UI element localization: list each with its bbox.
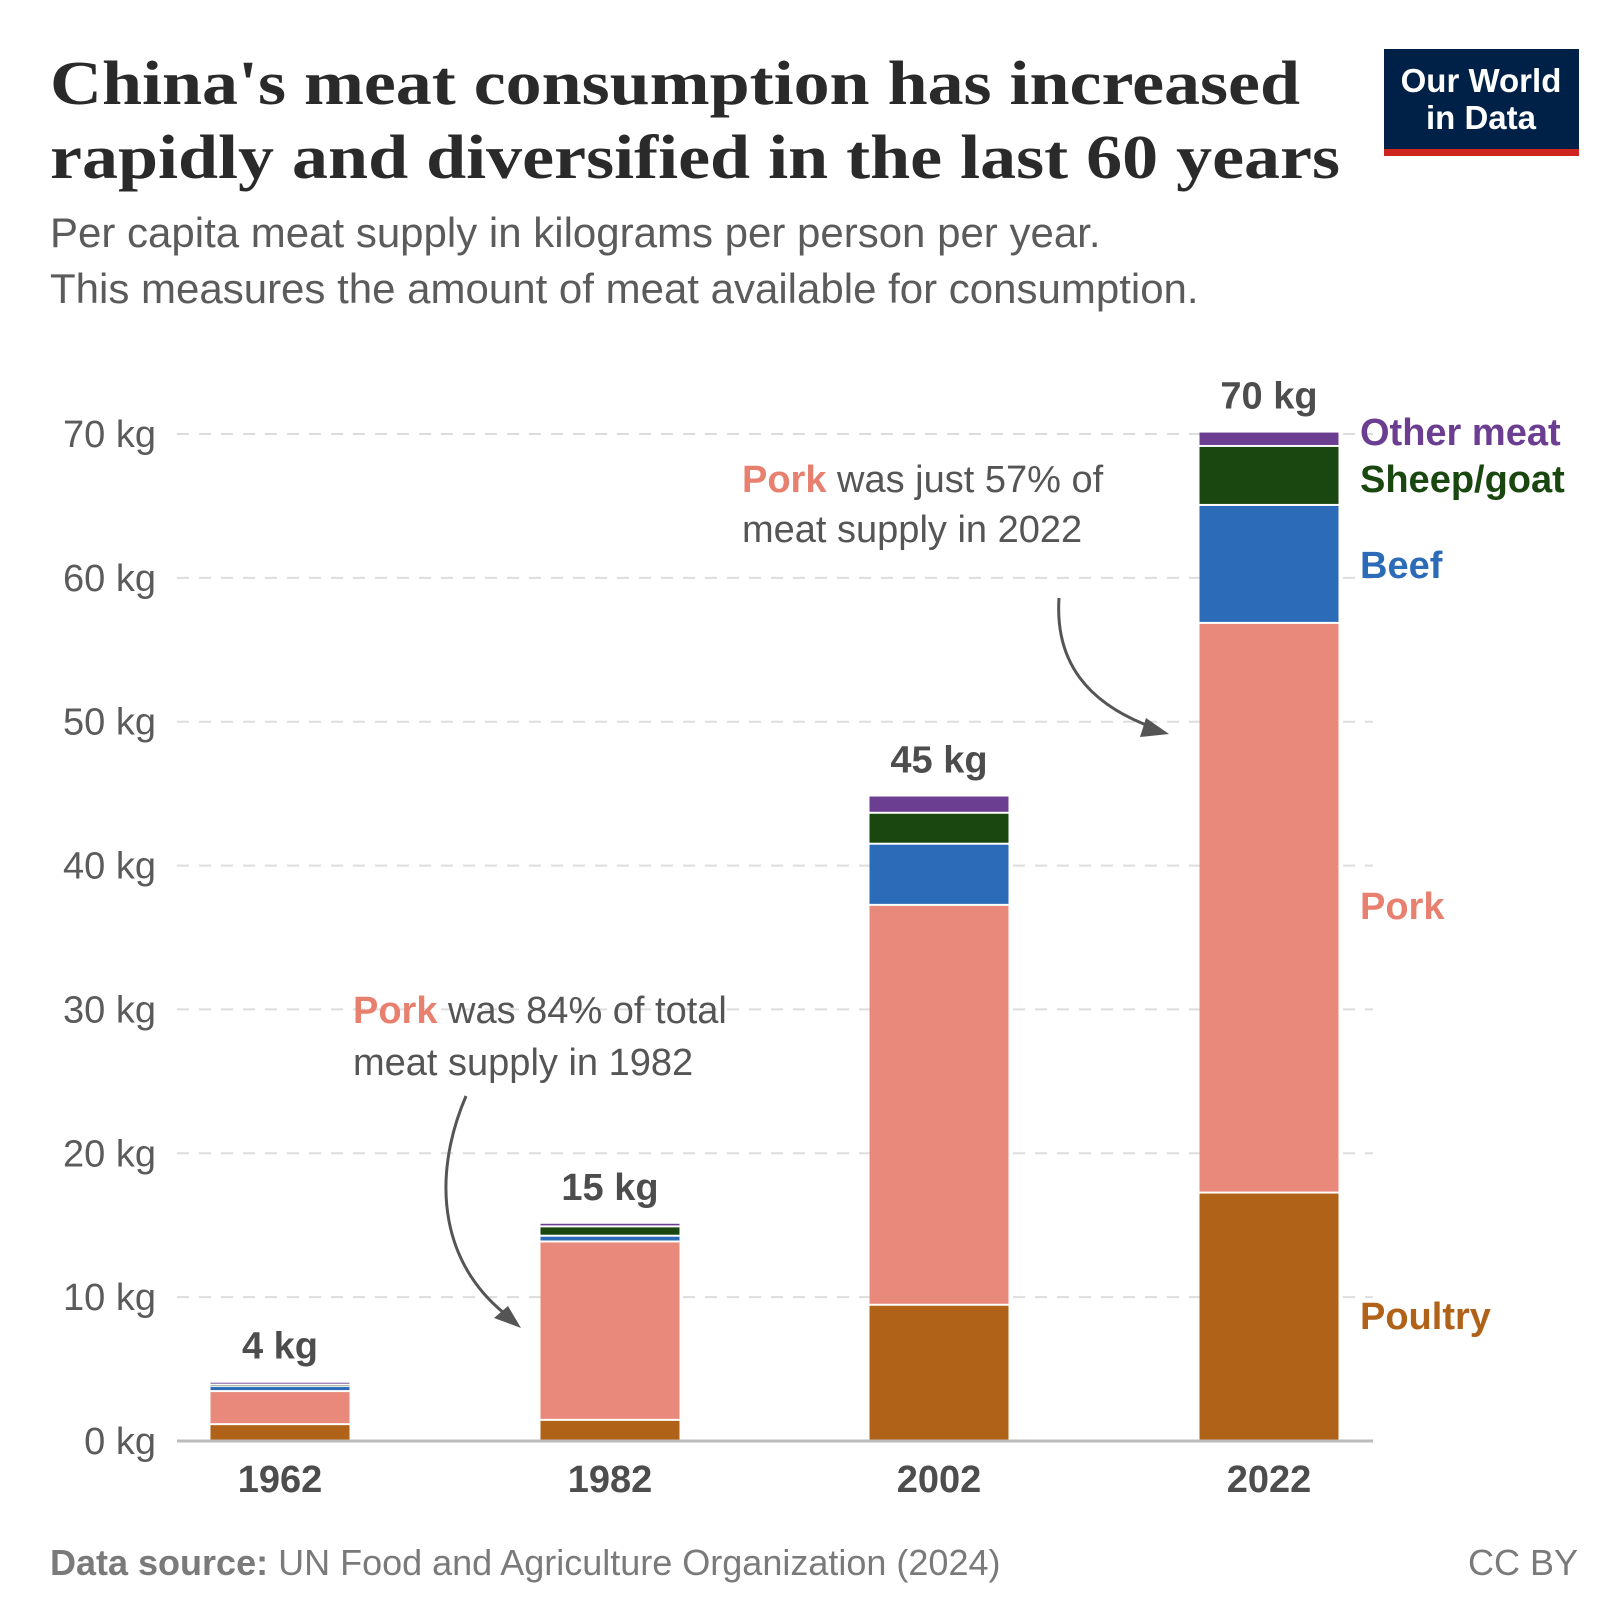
annotation-1982-arrow: [444, 1095, 517, 1324]
legend-label-beef: Beef: [1360, 545, 1443, 587]
annotation-2022-arrow: [1057, 597, 1161, 732]
bar-segment-2002-poultry: [869, 1305, 1009, 1441]
y-tick-label: 70 kg: [63, 414, 156, 456]
total-label: 45 kg: [890, 740, 987, 782]
logo-text-line1: Our World: [1401, 62, 1562, 99]
x-tick-label: 1962: [238, 1459, 323, 1501]
annotation-1982-highlight: Pork: [353, 990, 438, 1032]
total-labels: 4 kg 15 kg 45 kg 70 kg: [242, 376, 1318, 1368]
bar-segment-2022-pork: [1199, 623, 1339, 1192]
bar-segment-1982-sheep-goat: [540, 1227, 680, 1235]
total-label: 15 kg: [561, 1167, 658, 1209]
annotation-2022: Pork was just 57% of meat supply in 2022: [742, 459, 1169, 737]
bar-segment-1962-poultry: [210, 1425, 350, 1441]
bar-segment-2022-sheep-goat: [1199, 446, 1339, 504]
chart-title-line2: rapidly and diversified in the last 60 y…: [50, 124, 1340, 192]
bar-segment-1982-poultry: [540, 1420, 680, 1441]
legend-label-poultry: Poultry: [1360, 1296, 1491, 1338]
bars: [210, 432, 1339, 1441]
total-label: 4 kg: [242, 1326, 318, 1368]
y-tick-label: 40 kg: [63, 846, 156, 888]
annotation-2022-line2: meat supply in 2022: [742, 509, 1082, 551]
logo-text-line2: in Data: [1426, 99, 1537, 136]
x-tick-label: 1982: [568, 1459, 653, 1501]
annotation-1982-text: was 84% of total: [437, 990, 726, 1032]
data-source-text: UN Food and Agriculture Organization (20…: [268, 1542, 1000, 1583]
bar-segment-1962-beef: [210, 1387, 350, 1391]
bar-segment-1962-pork: [210, 1392, 350, 1424]
data-source-label: Data source:: [50, 1542, 268, 1583]
bar-segment-1982-pork: [540, 1242, 680, 1419]
bar-segment-2022-beef: [1199, 505, 1339, 622]
legend: Poultry Pork Beef Sheep/goat Other meat: [1360, 412, 1565, 1338]
bar-segment-2002-other-meat: [869, 796, 1009, 812]
bar-segment-2022-poultry: [1199, 1193, 1339, 1441]
annotation-2022-text: was just 57% of: [826, 459, 1103, 501]
annotation-2022-line1: Pork was just 57% of: [742, 459, 1104, 501]
gridlines: [177, 433, 1373, 1299]
annotation-1982: Pork was 84% of total meat supply in 198…: [353, 990, 727, 1328]
bar-segment-1982-beef: [540, 1236, 680, 1241]
y-tick-label: 60 kg: [63, 558, 156, 600]
bar-segment-1962-other-meat: [210, 1382, 350, 1384]
total-label: 70 kg: [1220, 376, 1317, 418]
bar-segment-2002-beef: [869, 844, 1009, 904]
legend-label-pork: Pork: [1360, 886, 1445, 928]
bar-segment-2002-pork: [869, 905, 1009, 1304]
y-tick-label: 20 kg: [63, 1133, 156, 1175]
bar-segment-1982-other-meat: [540, 1223, 680, 1226]
y-tick-label: 30 kg: [63, 989, 156, 1031]
chart-subtitle-line2: This measures the amount of meat availab…: [50, 265, 1199, 312]
y-tick-label: 50 kg: [63, 702, 156, 744]
arrow-head-icon: [494, 1306, 521, 1328]
x-tick-label: 2002: [897, 1459, 982, 1501]
x-tick-label: 2022: [1227, 1459, 1312, 1501]
license[interactable]: CC BY: [1468, 1542, 1578, 1583]
bar-segment-2022-other-meat: [1199, 432, 1339, 445]
bar-segment-1962-sheep-goat: [210, 1385, 350, 1387]
annotation-1982-line1: Pork was 84% of total: [353, 990, 727, 1032]
bar-segment-2002-sheep-goat: [869, 813, 1009, 843]
y-axis-ticks: 0 kg 10 kg 20 kg 30 kg 40 kg 50 kg 60 kg 70 kg: [63, 414, 156, 1463]
logo-background: [1384, 49, 1579, 149]
owid-logo[interactable]: Our World in Data: [1384, 49, 1579, 156]
x-axis-labels: 1962 1982 2002 2022: [238, 1459, 1312, 1501]
chart-subtitle-line1: Per capita meat supply in kilograms per …: [50, 209, 1101, 256]
legend-label-other-meat: Other meat: [1360, 412, 1561, 454]
arrow-head-icon: [1140, 718, 1169, 737]
annotation-2022-highlight: Pork: [742, 459, 827, 501]
logo-accent-bar: [1384, 149, 1579, 156]
legend-label-sheep-goat: Sheep/goat: [1360, 459, 1565, 501]
chart-title-line1: China's meat consumption has increased: [50, 50, 1300, 118]
y-tick-label: 0 kg: [84, 1421, 156, 1463]
data-source: Data source: UN Food and Agriculture Org…: [50, 1542, 1000, 1583]
annotation-1982-line2: meat supply in 1982: [353, 1042, 693, 1084]
y-tick-label: 10 kg: [63, 1277, 156, 1319]
